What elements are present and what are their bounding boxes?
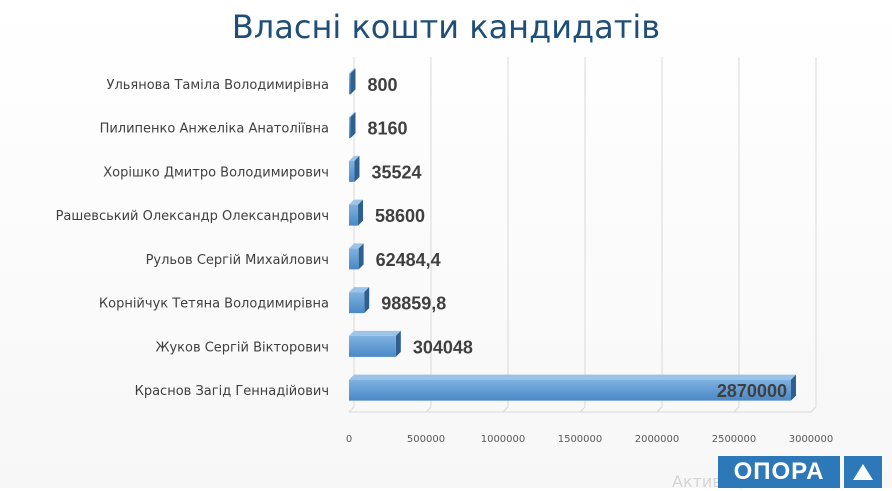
bar-top [349,330,401,336]
x-tick-label: 1500000 [558,434,603,445]
gridline-floor [425,406,432,413]
bar-front [349,117,351,139]
x-axis: 0 500000 1000000 1500000 2000000 2500000 30000… [346,411,834,445]
bar-top [349,243,364,249]
bar-side [358,199,364,226]
gridlines [348,57,817,413]
data-label: 8160 [368,119,408,139]
bar-top [349,199,364,205]
bar [349,155,360,182]
gridline-floor [502,406,509,413]
bar-front [349,292,365,314]
bar-front [349,248,359,270]
gridline-floor [579,406,586,413]
gridline-floor [810,406,817,413]
gridline-floor [656,406,663,413]
bar-top [349,374,796,380]
data-label: 98859,8 [381,294,446,314]
bar-top [349,155,360,161]
gridline-floor [348,406,355,413]
bar-side [350,68,356,95]
category-label: Краснов Загід Геннадійович [135,384,329,399]
x-tick-label: 1000000 [481,434,526,445]
gridline-floor [733,406,740,413]
category-label: Корнійчук Тетяна Володимирівна [99,297,329,312]
bar-side [790,374,796,401]
bar [349,330,401,357]
category-label: Хорішко Дмитро Володимирович [103,165,329,180]
data-label: 304048 [413,337,473,357]
bar-front [349,335,396,357]
triangle-icon [844,456,882,488]
chart-title: Власні кошти кандидатів [231,8,661,46]
x-tick-label: 3000000 [789,434,834,445]
bar [349,287,370,314]
labels: Ульянова Таміла Володимирівна 800 Пилипенк… [56,75,787,401]
bar [349,68,356,95]
category-label: Рульов Сергій Михайлович [146,253,329,268]
bars [349,68,796,401]
bar-front [349,379,791,401]
bar [349,374,796,401]
bar-front [349,73,351,95]
bar-side [395,330,401,357]
category-label: Жуков Сергій Вікторович [155,340,329,355]
x-tick-label: 2000000 [635,434,680,445]
x-tick-label: 0 [346,434,352,445]
opora-logo: ОПОРА [718,456,882,488]
data-label: 58600 [375,206,425,226]
logo-text: ОПОРА [718,456,840,488]
bar [349,199,364,226]
data-label: 62484,4 [376,250,441,270]
category-label: Рашевський Олександр Олександрович [56,209,329,224]
x-tick-label: 500000 [407,434,445,445]
data-label: 35524 [371,162,421,182]
bar-front [349,204,359,226]
data-label: 800 [368,75,398,95]
bar-side [364,287,370,314]
bar-side [354,155,360,182]
bar-side [350,112,356,139]
x-tick-label: 2500000 [712,434,757,445]
bar-top [349,112,356,118]
category-label: Пилипенко Анжеліка Анатоліївна [100,122,329,137]
bar-side [358,243,364,270]
bar-front [349,160,355,182]
bar [349,112,356,139]
bar-top [349,287,370,293]
category-label: Ульянова Таміла Володимирівна [107,78,329,93]
bar-top [349,68,356,74]
bar [349,243,364,270]
data-label: 2870000 [717,381,787,401]
